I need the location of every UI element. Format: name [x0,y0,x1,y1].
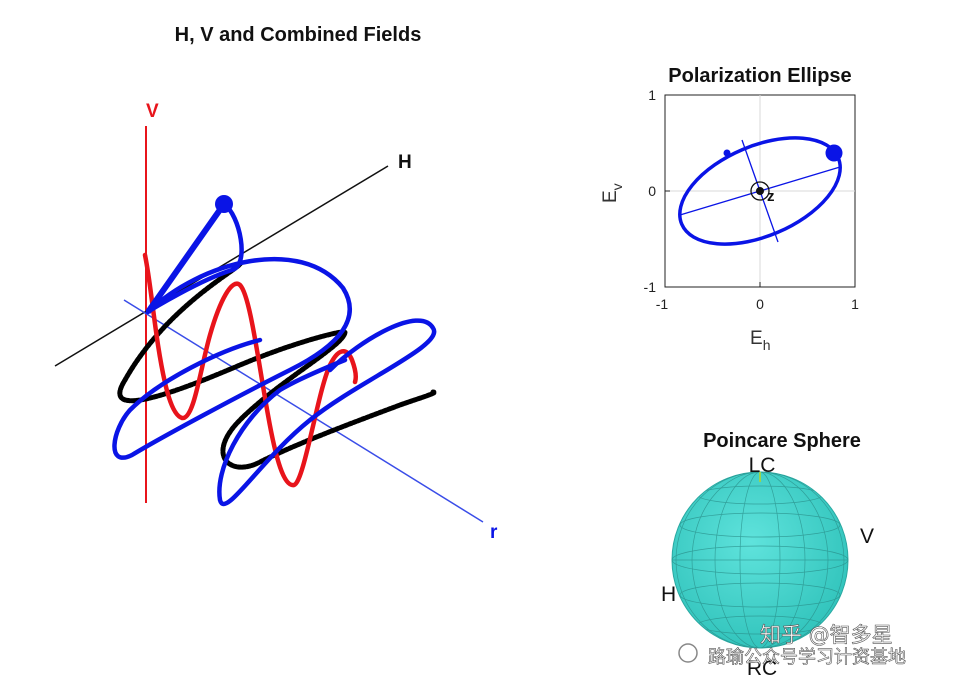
poincare-sphere-panel: Poincare Sphere LC V H RC [661,430,874,680]
sphere-title: Poincare Sphere [703,430,861,452]
sphere-label-v: V [860,525,874,548]
v-axis-label: V [146,101,159,122]
watermark-line1: 知乎 @智多星 [760,623,893,647]
r-axis-line [123,299,484,523]
sphere-label-h: H [661,583,676,606]
combined-fields-panel: H, V and Combined Fields V H r [54,24,498,543]
ellipse-xtick-neg1: -1 [656,296,669,312]
sphere-label-rc: RC [747,657,777,680]
ellipse-xlabel: Eh [750,328,770,353]
sphere-label-lc: LC [749,454,776,477]
ellipse-tick-marks [664,94,856,288]
h-field-wave [117,259,437,470]
ellipse-xtick-1: 1 [851,296,859,312]
ellipse-title: Polarization Ellipse [668,65,851,87]
ellipse-ylabel: Ev [600,183,625,203]
combined-fields-title: H, V and Combined Fields [175,24,422,46]
v-field-wave [142,252,359,488]
watermark-line2: 路瑜公众号学习计资基地 [708,647,906,668]
watermark: 知乎 @智多星 路瑜公众号学习计资基地 [678,623,906,668]
ellipse-direction-marker [723,149,731,157]
h-axis-label: H [398,152,412,173]
propagation-axis-dot [756,187,764,195]
combined-field-wave [112,201,437,507]
r-axis-label: r [490,522,498,543]
propagation-axis-label: z [767,188,775,205]
ellipse-xtick-0: 0 [756,296,764,312]
ellipse-field-tip-marker [825,144,843,162]
ellipse-ytick-neg1: -1 [644,279,657,295]
polarization-ellipse-panel: Polarization Ellipse -1 0 1 1 0 -1 Eh Ev… [600,65,859,353]
propagation-axis-symbol [750,181,770,201]
combined-field-vector [145,202,227,314]
ellipse-ytick-0: 0 [648,183,656,199]
wechat-icon [678,643,698,663]
ellipse-ytick-1: 1 [648,87,656,103]
combined-field-tip-marker [215,195,233,213]
